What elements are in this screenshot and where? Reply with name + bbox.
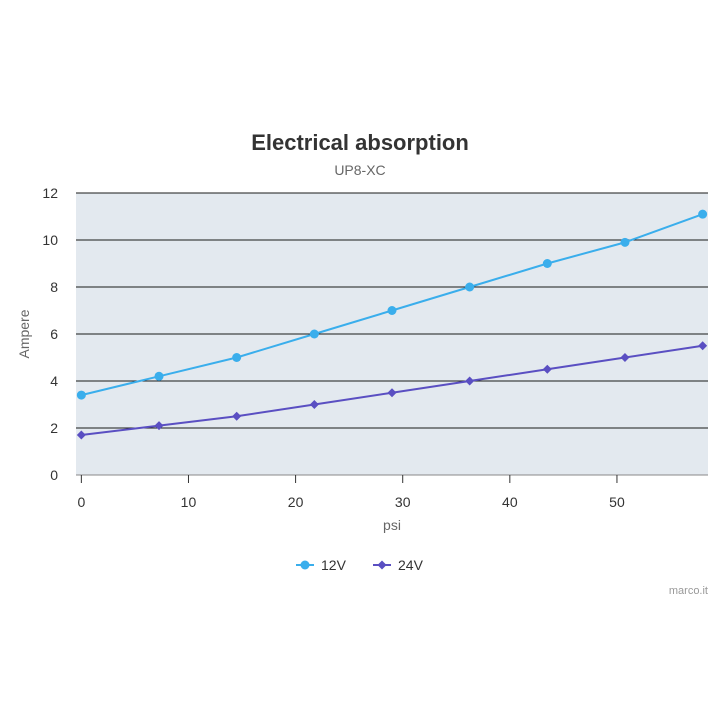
legend-marker <box>300 560 310 570</box>
data-point <box>387 388 397 398</box>
data-point <box>698 341 708 351</box>
data-point <box>465 282 475 292</box>
data-point <box>232 411 242 421</box>
series-layer <box>76 209 708 440</box>
y-tick-label: 4 <box>50 373 58 389</box>
data-point <box>232 353 242 362</box>
y-tick-label: 12 <box>42 185 58 201</box>
y-tick-label: 2 <box>50 420 58 436</box>
x-tick-label: 0 <box>77 494 85 510</box>
x-axis-label: psi <box>383 517 401 533</box>
y-tick-label: 8 <box>50 279 58 295</box>
legend-label: 24V <box>398 557 424 573</box>
data-point <box>620 237 630 247</box>
legend-label: 12V <box>321 557 347 573</box>
data-point <box>387 306 397 315</box>
data-point <box>698 209 708 219</box>
x-tick-label: 10 <box>181 494 197 510</box>
chart-title: Electrical absorption <box>251 130 469 155</box>
data-point <box>309 329 319 339</box>
legend-item-0: 12V <box>296 557 347 573</box>
y-tick-label: 10 <box>42 232 58 248</box>
legend: 12V 24V <box>296 557 424 573</box>
series-1 <box>76 341 708 440</box>
data-point <box>542 259 552 268</box>
legend-marker <box>377 560 387 570</box>
x-tick-label: 20 <box>288 494 304 510</box>
y-tick-label: 0 <box>50 467 58 483</box>
y-axis-label: Ampere <box>16 309 32 358</box>
legend-item-1: 24V <box>373 557 424 573</box>
chart-subtitle: UP8-XC <box>334 162 385 178</box>
x-tick-label: 40 <box>502 494 518 510</box>
grid-lines <box>76 192 708 476</box>
x-tick-label: 30 <box>395 494 411 510</box>
data-point <box>76 390 86 400</box>
data-point <box>76 430 86 440</box>
credit-text[interactable]: marco.it <box>669 585 708 597</box>
data-point <box>309 400 319 409</box>
data-point <box>542 364 552 374</box>
y-axis: 0 2 4 6 8 10 12 <box>42 185 58 483</box>
data-point <box>465 376 475 386</box>
x-tick-label: 50 <box>609 494 625 510</box>
data-point <box>154 371 164 381</box>
y-tick-label: 6 <box>50 326 58 342</box>
data-point <box>620 353 630 362</box>
x-axis: 0 10 20 30 40 50 <box>77 475 625 510</box>
data-point <box>154 421 164 431</box>
series-0 <box>76 209 708 400</box>
